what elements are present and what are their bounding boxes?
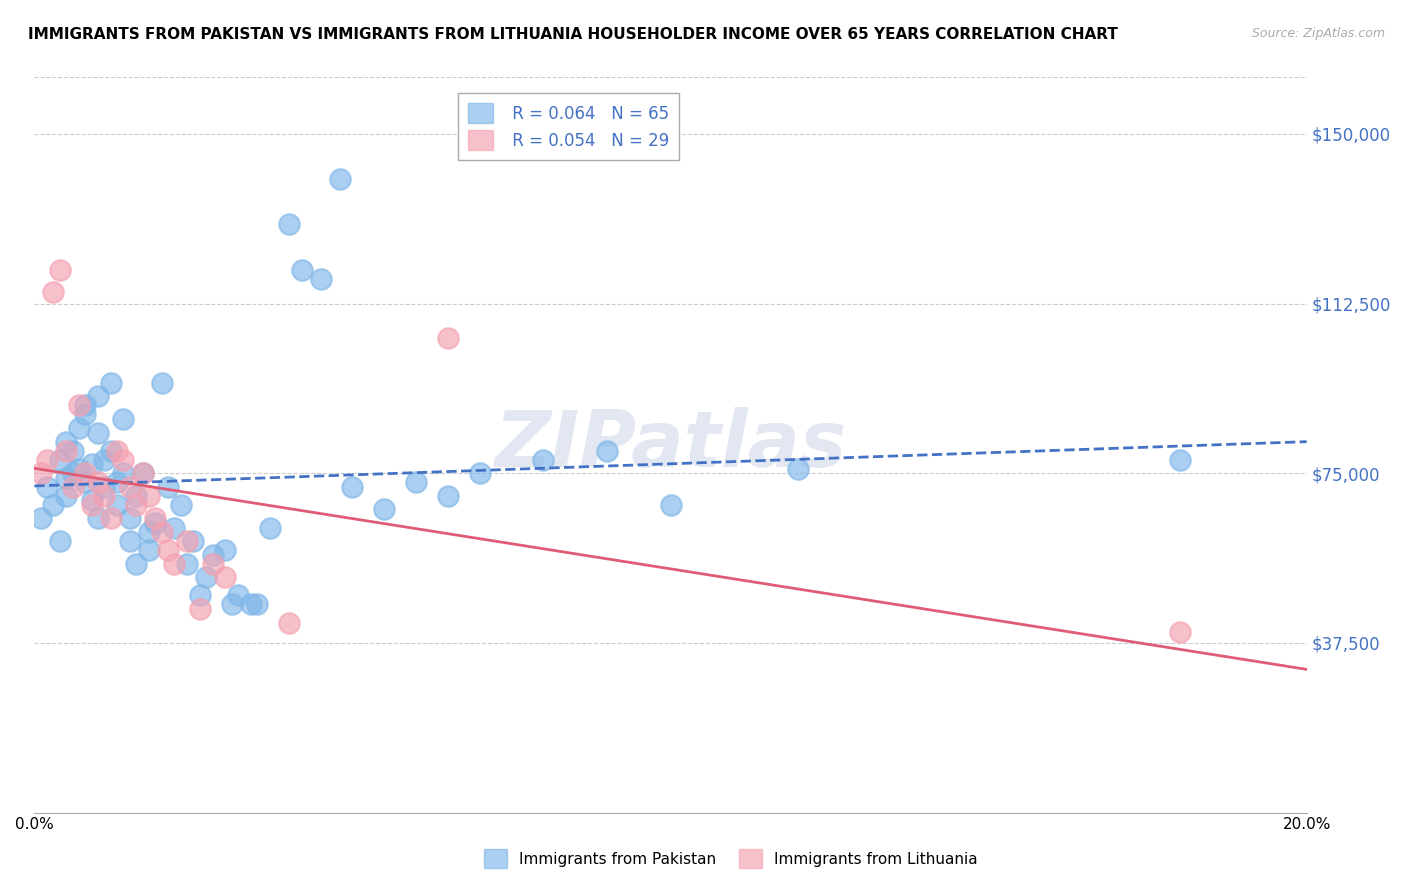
Legend:  R = 0.064   N = 65,  R = 0.054   N = 29: R = 0.064 N = 65, R = 0.054 N = 29	[458, 93, 679, 161]
Immigrants from Pakistan	[531, 452, 554, 467]
Immigrants from Pakistan	[49, 534, 72, 549]
Immigrants from Pakistan	[1168, 452, 1191, 467]
Immigrants from Lithuania	[118, 480, 141, 494]
Immigrants from Pakistan	[786, 461, 808, 475]
Immigrants from Pakistan	[239, 598, 262, 612]
Immigrants from Lithuania	[437, 330, 460, 344]
Immigrants from Lithuania	[277, 615, 299, 630]
Immigrants from Pakistan	[42, 498, 65, 512]
Immigrants from Pakistan	[246, 598, 269, 612]
Immigrants from Pakistan	[87, 389, 110, 403]
Immigrants from Pakistan	[55, 471, 77, 485]
Immigrants from Pakistan	[112, 467, 135, 481]
Immigrants from Lithuania	[150, 524, 173, 539]
Immigrants from Lithuania	[75, 467, 97, 481]
Immigrants from Pakistan	[259, 520, 281, 534]
Immigrants from Pakistan	[118, 511, 141, 525]
Immigrants from Lithuania	[1168, 624, 1191, 639]
Text: Source: ZipAtlas.com: Source: ZipAtlas.com	[1251, 27, 1385, 40]
Text: ZIPatlas: ZIPatlas	[495, 407, 846, 483]
Immigrants from Lithuania	[143, 511, 166, 525]
Immigrants from Pakistan	[183, 534, 205, 549]
Immigrants from Pakistan	[67, 461, 90, 475]
Immigrants from Pakistan	[437, 489, 460, 503]
Immigrants from Lithuania	[62, 480, 84, 494]
Immigrants from Pakistan	[105, 498, 128, 512]
Immigrants from Lithuania	[35, 452, 58, 467]
Immigrants from Pakistan	[138, 543, 160, 558]
Immigrants from Pakistan	[87, 425, 110, 440]
Immigrants from Lithuania	[67, 398, 90, 412]
Immigrants from Lithuania	[138, 489, 160, 503]
Text: IMMIGRANTS FROM PAKISTAN VS IMMIGRANTS FROM LITHUANIA HOUSEHOLDER INCOME OVER 65: IMMIGRANTS FROM PAKISTAN VS IMMIGRANTS F…	[28, 27, 1118, 42]
Immigrants from Lithuania	[30, 467, 52, 481]
Immigrants from Lithuania	[131, 467, 153, 481]
Immigrants from Pakistan	[67, 421, 90, 435]
Immigrants from Pakistan	[80, 457, 103, 471]
Immigrants from Pakistan	[342, 480, 364, 494]
Immigrants from Pakistan	[163, 520, 186, 534]
Immigrants from Pakistan	[30, 511, 52, 525]
Immigrants from Lithuania	[55, 443, 77, 458]
Immigrants from Pakistan	[659, 498, 682, 512]
Immigrants from Pakistan	[373, 502, 395, 516]
Immigrants from Pakistan	[105, 475, 128, 490]
Immigrants from Pakistan	[277, 218, 299, 232]
Immigrants from Pakistan	[112, 412, 135, 426]
Immigrants from Pakistan	[221, 598, 243, 612]
Immigrants from Lithuania	[214, 570, 236, 584]
Immigrants from Pakistan	[100, 376, 122, 390]
Immigrants from Lithuania	[156, 543, 179, 558]
Immigrants from Lithuania	[163, 557, 186, 571]
Immigrants from Pakistan	[125, 489, 148, 503]
Immigrants from Pakistan	[150, 376, 173, 390]
Immigrants from Pakistan	[93, 480, 115, 494]
Immigrants from Pakistan	[100, 443, 122, 458]
Immigrants from Pakistan	[87, 511, 110, 525]
Immigrants from Lithuania	[93, 489, 115, 503]
Immigrants from Lithuania	[100, 511, 122, 525]
Immigrants from Lithuania	[42, 285, 65, 300]
Immigrants from Pakistan	[170, 498, 193, 512]
Immigrants from Pakistan	[80, 493, 103, 508]
Immigrants from Pakistan	[156, 480, 179, 494]
Immigrants from Pakistan	[49, 452, 72, 467]
Immigrants from Pakistan	[309, 271, 332, 285]
Immigrants from Pakistan	[290, 262, 312, 277]
Immigrants from Lithuania	[125, 498, 148, 512]
Immigrants from Pakistan	[138, 524, 160, 539]
Immigrants from Pakistan	[55, 434, 77, 449]
Immigrants from Lithuania	[105, 443, 128, 458]
Immigrants from Pakistan	[125, 557, 148, 571]
Immigrants from Pakistan	[62, 443, 84, 458]
Immigrants from Pakistan	[226, 588, 249, 602]
Immigrants from Lithuania	[49, 262, 72, 277]
Immigrants from Pakistan	[75, 398, 97, 412]
Immigrants from Pakistan	[75, 475, 97, 490]
Immigrants from Pakistan	[93, 452, 115, 467]
Immigrants from Lithuania	[112, 452, 135, 467]
Immigrants from Lithuania	[188, 602, 211, 616]
Immigrants from Pakistan	[188, 588, 211, 602]
Immigrants from Pakistan	[131, 467, 153, 481]
Legend: Immigrants from Pakistan, Immigrants from Lithuania: Immigrants from Pakistan, Immigrants fro…	[477, 841, 986, 875]
Immigrants from Lithuania	[176, 534, 198, 549]
Immigrants from Lithuania	[80, 498, 103, 512]
Immigrants from Pakistan	[143, 516, 166, 530]
Immigrants from Pakistan	[55, 489, 77, 503]
Immigrants from Pakistan	[118, 534, 141, 549]
Immigrants from Pakistan	[201, 548, 224, 562]
Immigrants from Pakistan	[75, 408, 97, 422]
Immigrants from Pakistan	[214, 543, 236, 558]
Immigrants from Pakistan	[62, 467, 84, 481]
Immigrants from Lithuania	[87, 475, 110, 490]
Immigrants from Lithuania	[201, 557, 224, 571]
Immigrants from Pakistan	[35, 480, 58, 494]
Immigrants from Pakistan	[329, 172, 352, 186]
Immigrants from Pakistan	[405, 475, 427, 490]
Immigrants from Pakistan	[195, 570, 218, 584]
Immigrants from Pakistan	[176, 557, 198, 571]
Immigrants from Pakistan	[468, 467, 491, 481]
Immigrants from Pakistan	[596, 443, 619, 458]
